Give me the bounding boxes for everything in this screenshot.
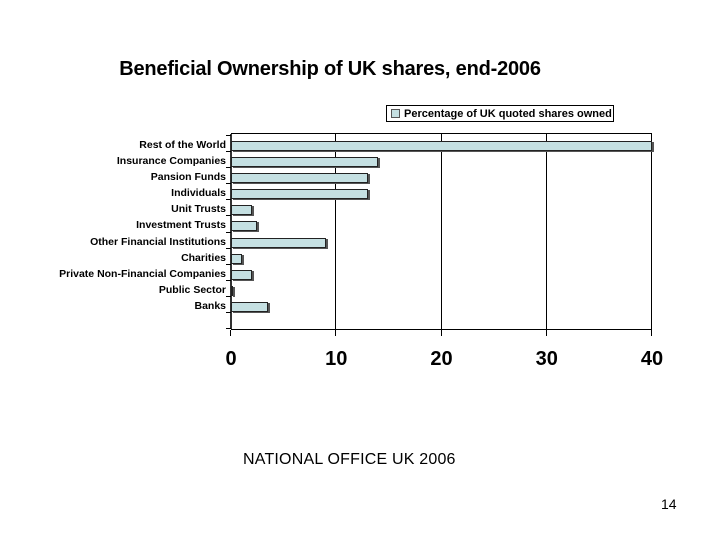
x-tick-label: 30 — [535, 348, 558, 370]
bar — [231, 301, 268, 312]
legend-swatch-icon — [391, 109, 400, 118]
y-tick — [226, 231, 231, 233]
x-tick-label: 10 — [325, 348, 348, 370]
y-tick — [226, 151, 231, 153]
plot-area — [226, 133, 652, 330]
y-tick — [226, 279, 231, 281]
bar — [231, 205, 253, 216]
x-tick — [545, 330, 547, 336]
gridline — [651, 134, 652, 329]
bar — [231, 157, 379, 168]
y-tick — [226, 199, 231, 201]
bar — [231, 173, 368, 184]
x-tick — [230, 330, 231, 336]
bar — [231, 237, 326, 248]
x-tick — [651, 330, 652, 336]
bar — [231, 285, 233, 296]
x-tick-label: 40 — [640, 348, 664, 370]
category-label: Investment Trusts — [136, 219, 226, 232]
bar — [231, 141, 652, 151]
footer-text: NATIONAL OFFICE UK 2006 — [243, 451, 456, 468]
y-tick — [226, 312, 231, 313]
category-label: Banks — [194, 299, 226, 312]
gridline — [440, 134, 442, 329]
y-tick — [226, 295, 231, 297]
chart-title: Beneficial Ownership of UK shares, end-2… — [119, 58, 541, 80]
x-tick — [440, 330, 442, 336]
y-tick — [226, 328, 231, 330]
bar — [231, 269, 253, 280]
chart-legend: Percentage of UK quoted shares owned — [386, 105, 614, 122]
category-label: Public Sector — [158, 283, 226, 296]
category-label: Private Non-Financial Companies — [59, 267, 226, 280]
bar — [231, 189, 368, 200]
legend-label: Percentage of UK quoted shares owned — [404, 107, 612, 120]
category-label: Individuals — [171, 187, 226, 200]
category-label: Other Financial Institutions — [90, 235, 226, 248]
y-tick — [226, 167, 231, 169]
gridline — [545, 134, 547, 329]
x-tick — [335, 330, 337, 336]
category-label: Insurance Companies — [116, 155, 226, 168]
y-tick — [226, 263, 231, 265]
y-axis-line — [230, 134, 232, 329]
x-tick-label: 0 — [225, 348, 237, 370]
bar — [231, 253, 242, 264]
category-label: Rest of the World — [139, 139, 226, 151]
category-label: Unit Trusts — [171, 203, 226, 216]
category-label: Pansion Funds — [150, 171, 226, 184]
gridline — [335, 134, 337, 329]
page-number: 14 — [661, 496, 677, 512]
y-tick — [226, 247, 231, 249]
y-tick — [226, 135, 231, 136]
y-tick — [226, 215, 231, 217]
x-tick-label: 20 — [430, 348, 453, 370]
category-label: Charities — [181, 251, 226, 264]
bar — [231, 221, 258, 232]
y-tick — [226, 183, 231, 185]
